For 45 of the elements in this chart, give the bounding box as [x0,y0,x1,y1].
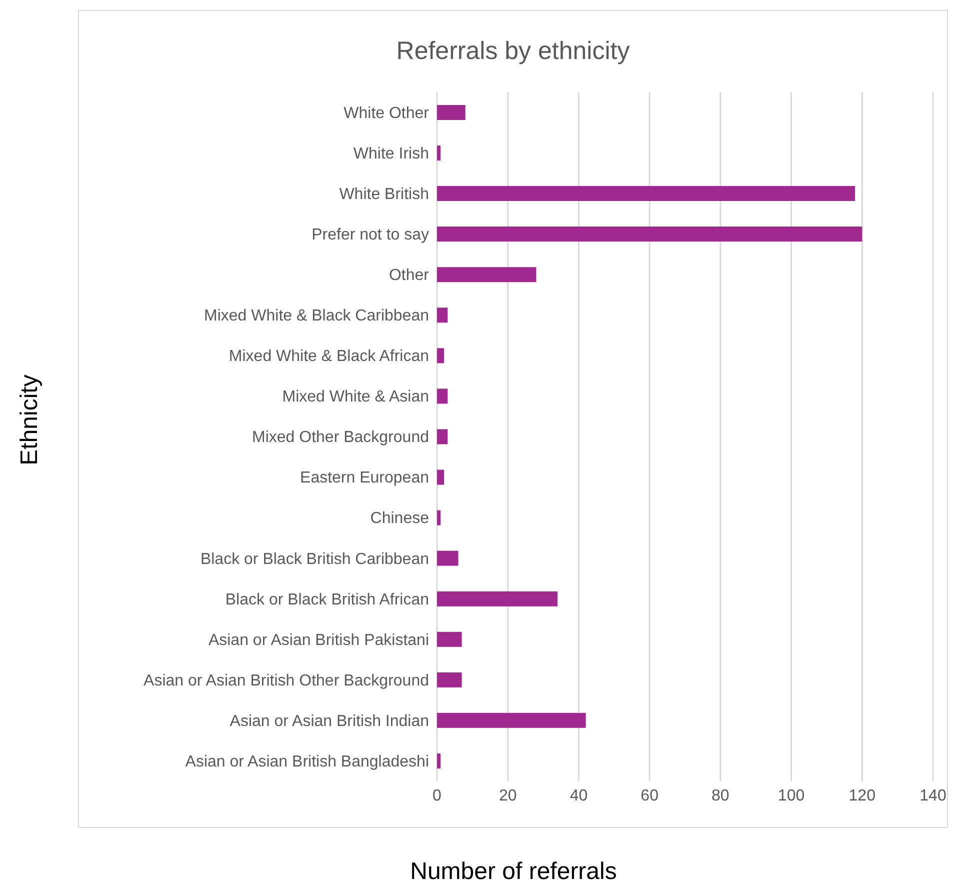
y-tick-label: Prefer not to say [312,226,429,244]
bar [437,226,862,242]
bar [437,510,441,526]
bar [437,308,448,323]
y-axis-title: Ethnicity [16,374,44,466]
y-tick-label: Mixed White & Asian [282,388,429,406]
x-tick-label: 40 [570,787,588,804]
x-tick-label: 80 [712,787,730,804]
y-tick-label: Other [388,267,430,284]
bar [437,348,444,364]
chart-title: Referrals by ethnicity [395,37,631,66]
y-tick-label: White Irish [353,145,429,162]
bar [437,388,448,404]
bar [437,591,558,606]
x-tick-label: 140 [920,787,946,804]
x-tick-label: 60 [640,787,659,804]
y-tick-label: Eastern European [300,470,429,487]
y-tick-label: Asian or Asian British Indian [230,712,429,730]
x-axis-title: Number of referrals [409,858,618,886]
y-tick-label: Black or Black British Caribbean [200,550,429,568]
y-tick-label: Asian or Asian British Pakistani [208,632,429,649]
y-tick-label: Black or Black British African [225,591,429,608]
bar [437,470,444,485]
bar [437,429,448,444]
bar [437,672,462,688]
y-tick-label: Mixed White & Black Caribbean [204,308,429,325]
bar [437,550,458,566]
x-tick-label: 120 [848,787,876,804]
x-tick-label: 100 [778,787,805,804]
y-tick-label: Mixed Other Background [252,429,429,446]
y-tick-label: Asian or Asian British Other Background [144,672,429,690]
y-tick-label: Mixed White & Black African [228,348,429,366]
bar [437,267,536,282]
y-tick-label: White Other [344,104,430,122]
y-tick-label: White British [339,186,429,204]
bar [437,712,586,728]
bar [437,753,441,768]
y-tick-label: Asian or Asian British Bangladeshi [185,753,429,770]
bar [437,104,466,120]
y-tick-label: Chinese [370,510,430,528]
bar [437,632,462,647]
bar [437,146,441,160]
x-tick-label: 0 [432,787,442,804]
bar [437,186,856,202]
x-tick-label: 20 [498,787,517,804]
